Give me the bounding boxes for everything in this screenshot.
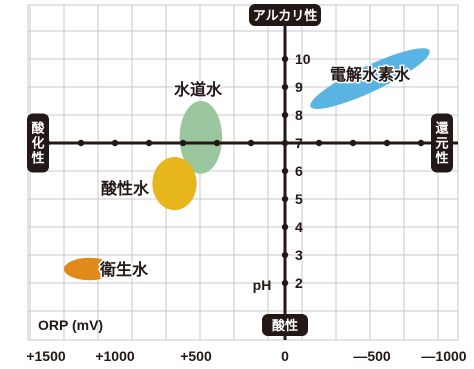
x-axis-dot (247, 139, 255, 147)
y-axis-label: pH (253, 277, 272, 293)
x-axis-dot (213, 139, 221, 147)
y-tick-label: 10 (295, 51, 311, 67)
x-tick-label: +500 (180, 348, 212, 364)
series-label: 電解水素水 (330, 65, 411, 84)
x-axis-dot (315, 139, 323, 147)
y-axis-dot (281, 139, 289, 147)
x-tick-label: +1000 (95, 348, 135, 364)
data-regions (64, 48, 430, 281)
y-tick-label: 5 (295, 191, 303, 207)
x-axis-dot (145, 139, 153, 147)
direction-bottom: 酸性 (272, 318, 298, 333)
y-axis-dot (281, 223, 289, 231)
direction-left: 酸化性 (31, 121, 45, 166)
x-axis-dot (383, 139, 391, 147)
y-axis-dot (281, 55, 289, 63)
direction-right-pill (431, 113, 453, 173)
series-label: 衛生水 (99, 260, 149, 279)
y-axis-dot (281, 279, 289, 287)
y-tick-label: 2 (295, 275, 303, 291)
direction-bottom-pill (262, 314, 308, 336)
region-2 (179, 100, 223, 174)
region-3 (152, 157, 197, 211)
y-axis-dot (281, 111, 289, 119)
y-axis-dot (281, 251, 289, 259)
x-tick-label: —500 (353, 348, 391, 364)
x-axis-dot (417, 139, 425, 147)
y-axis-dot (281, 195, 289, 203)
direction-top: アルカリ性 (253, 8, 317, 23)
tick-labels: 2 3 4 5 6 7 8 9 10 +1500 +1000 +500 0 —500 —1000 (26, 51, 466, 364)
series-label: 水道水 (174, 80, 223, 99)
y-tick-label: 9 (295, 79, 303, 95)
axes (28, 5, 458, 340)
y-axis-dot (281, 167, 289, 175)
x-axis-dot (111, 139, 119, 147)
x-axis-label: ORP (mV) (38, 317, 103, 333)
region-4 (64, 257, 115, 281)
y-tick-label: 7 (295, 135, 303, 151)
plot-border (27, 4, 459, 341)
direction-top-pill (249, 4, 321, 26)
direction-right: 還元性 (435, 121, 449, 166)
y-tick-label: 3 (295, 247, 303, 263)
region-1 (310, 48, 430, 109)
x-tick-label: +1500 (26, 348, 66, 364)
y-tick-label: 8 (295, 107, 303, 123)
y-axis-dot (281, 83, 289, 91)
y-tick-label: 4 (295, 219, 303, 235)
x-axis-dot (77, 139, 85, 147)
x-tick-label: 0 (281, 348, 289, 364)
series-label: 酸性水 (101, 179, 150, 198)
x-tick-label: —1000 (421, 348, 466, 364)
y-tick-label: 6 (295, 163, 303, 179)
x-axis-dot (179, 139, 187, 147)
direction-left-pill (27, 113, 49, 173)
x-axis-dot (349, 139, 357, 147)
